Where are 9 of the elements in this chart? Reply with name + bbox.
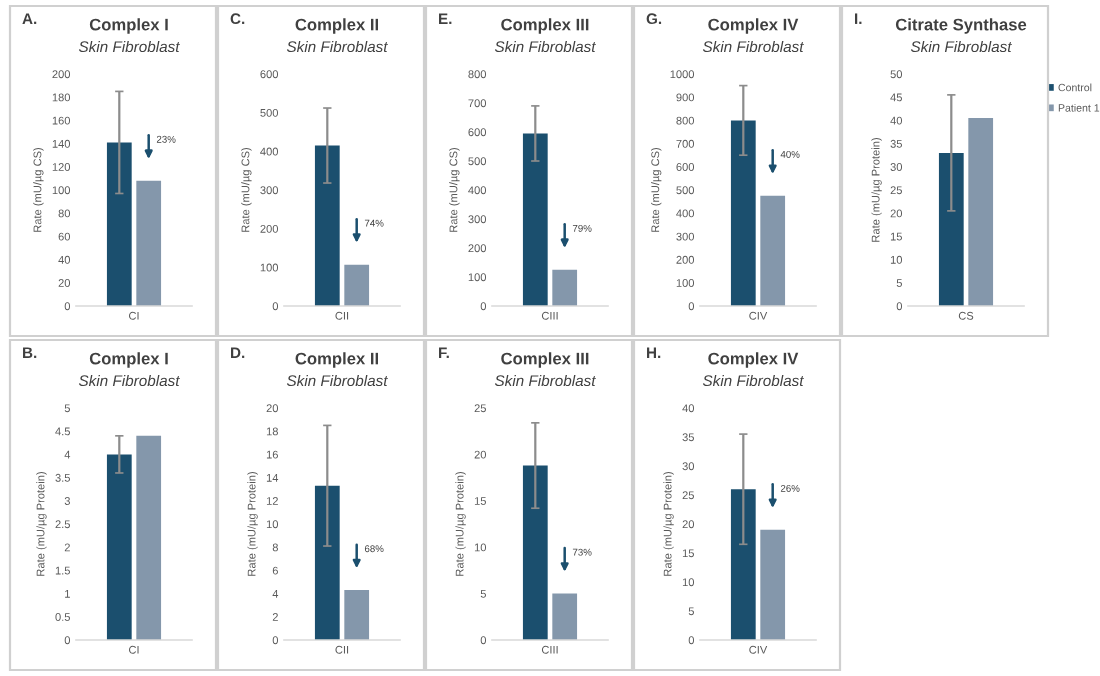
chart-title: Complex IV xyxy=(708,352,799,368)
chart-title: Complex II xyxy=(295,18,379,34)
chart-title: Complex III xyxy=(501,18,589,34)
chart-title: Complex IV xyxy=(708,18,799,34)
chart-title: Complex I xyxy=(89,352,168,368)
chart-title: Complex III xyxy=(501,352,589,368)
chart-title: Complex I xyxy=(89,18,168,34)
chart-title: Complex II xyxy=(295,352,379,368)
chart-title: Citrate Synthase xyxy=(895,18,1027,34)
